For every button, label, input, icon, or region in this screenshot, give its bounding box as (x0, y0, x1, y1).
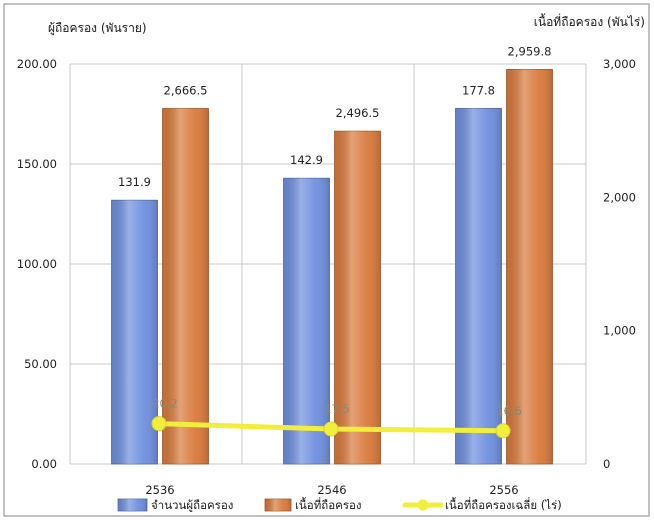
holding-area-bar (162, 108, 209, 465)
holder-count-bar (455, 108, 502, 465)
average-holding-area-data-label: 20.2 (152, 397, 178, 411)
holder-count-data-label: 142.9 (290, 153, 323, 167)
holding-area-data-label: 2,959.8 (508, 44, 552, 58)
holder-count-data-label: 177.8 (462, 83, 495, 97)
left-axis-tick-label: 0.00 (31, 457, 57, 471)
legend-item-average-holding-area: เนื้อที่ถือครองเฉลี่ย (ไร่) (402, 497, 562, 512)
data-labels: 131.9 142.9 177.8 2,666.5 2,496.5 2,959.8 20.2… (118, 44, 551, 417)
x-axis-category-label: 2536 (145, 483, 174, 497)
left-axis-tick-label: 100.00 (17, 257, 57, 271)
legend-swatch-marker (417, 499, 429, 511)
right-axis-tick-label: 2,000 (603, 190, 636, 204)
holder-count-bar (283, 177, 330, 465)
x-axis-category-label: 2556 (489, 483, 518, 497)
right-axis-title: เนื้อที่ถือครอง (พันไร่) (534, 13, 645, 29)
legend-swatch-holder-count (117, 498, 148, 512)
right-axis-tick-label: 1,000 (603, 324, 636, 338)
legend-swatch-holding-area (264, 498, 292, 512)
holder-count-data-label: 131.9 (118, 175, 151, 189)
legend-label-average-holding-area: เนื้อที่ถือครองเฉลี่ย (ไร่) (445, 497, 562, 512)
legend-item-holding-area: เนื้อที่ถือครอง (264, 497, 362, 512)
average-holding-area-point (323, 421, 339, 437)
legend-label-holder-count: จำนวนผู้ถือครอง (151, 498, 233, 512)
average-holding-area-data-label: 16.6 (496, 404, 522, 418)
legend-label-holding-area: เนื้อที่ถือครอง (295, 497, 362, 512)
axes: 0.00 50.00 100.00 150.00 200.00 0 1,000 2,000 3,… (17, 57, 636, 497)
average-line-series (151, 416, 511, 439)
left-axis-tick-label: 150.00 (17, 157, 57, 171)
average-holding-area-point (151, 416, 167, 432)
average-holding-area-point (495, 423, 511, 439)
holding-area-data-label: 2,666.5 (164, 83, 208, 97)
right-axis-tick-label: 0 (603, 457, 610, 471)
legend: จำนวนผู้ถือครอง เนื้อที่ถือครอง เนื้อที่ถื… (117, 497, 562, 512)
left-axis-tick-label: 50.00 (24, 357, 57, 371)
holding-area-data-label: 2,496.5 (336, 106, 380, 120)
left-axis-tick-label: 200.00 (17, 57, 57, 71)
average-holding-area-data-label: 17.5 (324, 402, 350, 416)
right-axis-tick-label: 3,000 (603, 57, 636, 71)
x-axis-category-label: 2546 (317, 483, 346, 497)
holder-count-bar (111, 199, 158, 465)
left-axis-title: ผู้ถือครอง (พันราย) (48, 21, 147, 36)
legend-item-holder-count: จำนวนผู้ถือครอง (117, 498, 233, 512)
